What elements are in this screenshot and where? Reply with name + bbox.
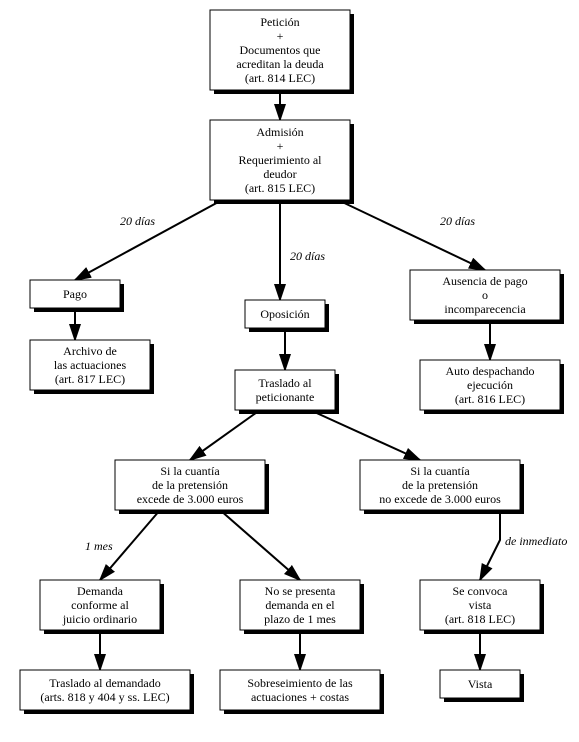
node-oposicion-line0: Oposición [260,307,309,321]
node-noexcede: Si la cuantíade la pretensiónno excede d… [360,460,524,514]
node-auto: Auto despachandoejecución(art. 816 LEC) [420,360,564,414]
edge-noexcede-convoca [480,510,500,580]
node-demanda-line2: juicio ordinario [62,612,137,626]
edge-label-9: 1 mes [85,539,113,553]
edge-label-3: 20 días [440,214,475,228]
node-demanda: Demandaconforme aljuicio ordinario [40,580,164,634]
node-convoca-line0: Se convoca [453,584,509,598]
node-noexcede-line1: de la pretensión [402,478,478,492]
node-nopresenta: No se presentademanda en elplazo de 1 me… [240,580,364,634]
node-auto-line2: (art. 816 LEC) [455,392,525,406]
node-ausencia-line1: o [482,288,488,302]
node-vista: Vista [440,670,524,702]
node-archivo: Archivo delas actuaciones(art. 817 LEC) [30,340,154,394]
nodes-layer: Petición+Documentos queacreditan la deud… [20,10,564,714]
node-oposicion: Oposición [245,300,329,332]
node-peticion-line2: Documentos que [240,43,321,57]
node-peticion-line0: Petición [260,15,299,29]
node-admision-line4: (art. 815 LEC) [245,181,315,195]
node-auto-line1: ejecución [467,378,513,392]
node-traslado_pet-line0: Traslado al [258,376,312,390]
node-archivo-line1: las actuaciones [54,358,127,372]
node-sobreseim-line0: Sobreseimiento de las [247,676,353,690]
node-convoca-line2: (art. 818 LEC) [445,612,515,626]
edge-traslado_pet-excede [190,410,260,460]
edge-admision-pago [75,200,222,280]
node-excede: Si la cuantíade la pretensiónexcede de 3… [115,460,269,514]
node-pago: Pago [30,280,124,312]
node-peticion-line4: (art. 814 LEC) [245,71,315,85]
node-convoca: Se convocavista(art. 818 LEC) [420,580,544,634]
edge-label-2: 20 días [290,249,325,263]
node-admision-line3: deudor [263,167,296,181]
node-excede-line0: Si la cuantía [160,464,220,478]
node-traslado_dem-line1: (arts. 818 y 404 y ss. LEC) [40,690,169,704]
node-archivo-line2: (art. 817 LEC) [55,372,125,386]
node-sobreseim-line1: actuaciones + costas [251,690,349,704]
node-peticion-line1: + [277,29,284,43]
node-admision-line0: Admisión [256,125,303,139]
node-traslado_pet: Traslado alpeticionante [235,370,339,414]
node-ausencia: Ausencia de pagooincomparecencia [410,270,564,324]
node-traslado_dem-line0: Traslado al demandado [49,676,161,690]
node-noexcede-line0: Si la cuantía [410,464,470,478]
node-peticion-line3: acreditan la deuda [236,57,324,71]
edge-traslado_pet-noexcede [310,410,420,460]
node-peticion: Petición+Documentos queacreditan la deud… [210,10,354,94]
edge-excede-nopresenta [220,510,300,580]
node-ausencia-line2: incomparecencia [444,302,526,316]
edge-admision-ausencia [338,200,485,270]
node-excede-line1: de la pretensión [152,478,228,492]
node-nopresenta-line0: No se presenta [265,584,336,598]
node-archivo-line0: Archivo de [63,344,117,358]
node-nopresenta-line1: demanda en el [265,598,335,612]
node-ausencia-line0: Ausencia de pago [442,274,527,288]
node-demanda-line0: Demanda [77,584,124,598]
node-excede-line2: excede de 3.000 euros [137,492,244,506]
node-noexcede-line2: no excede de 3.000 euros [379,492,501,506]
node-nopresenta-line2: plazo de 1 mes [264,612,336,626]
node-vista-line0: Vista [468,677,493,691]
node-sobreseim: Sobreseimiento de lasactuaciones + costa… [220,670,384,714]
edge-label-1: 20 días [120,214,155,228]
node-pago-line0: Pago [63,287,87,301]
node-admision: Admisión+Requerimiento aldeudor(art. 815… [210,120,354,204]
node-traslado_dem: Traslado al demandado(arts. 818 y 404 y … [20,670,194,714]
node-admision-line1: + [277,139,284,153]
node-auto-line0: Auto despachando [446,364,535,378]
node-admision-line2: Requerimiento al [239,153,323,167]
node-convoca-line1: vista [469,598,492,612]
node-demanda-line1: conforme al [71,598,129,612]
edge-label-11: de inmediato [505,534,567,548]
node-traslado_pet-line1: peticionante [256,390,315,404]
